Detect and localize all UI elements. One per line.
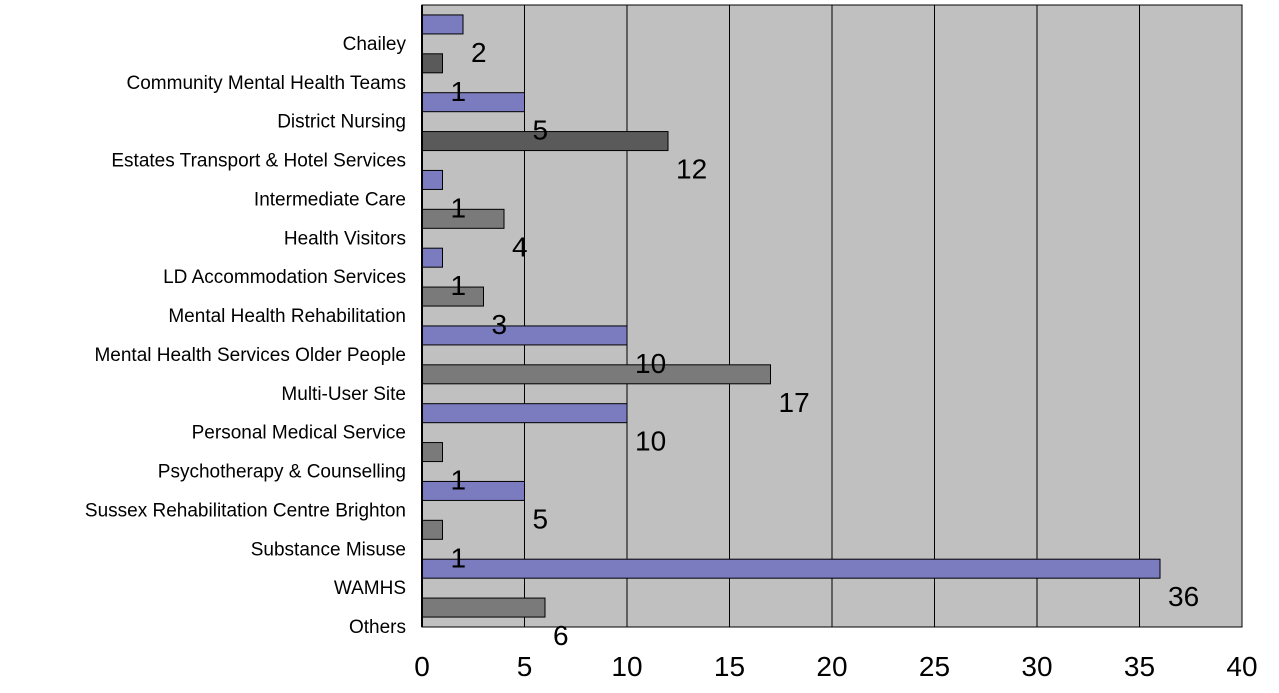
x-tick-label: 10 (611, 651, 642, 682)
category-label: Substance Misuse (251, 539, 406, 560)
value-label: 5 (533, 115, 549, 146)
bar (421, 480, 525, 501)
x-tick-labels: 0 5 10 15 20 25 30 35 40 (414, 651, 1257, 682)
value-label: 3 (492, 309, 508, 340)
x-tick-label: 5 (517, 651, 533, 682)
bar (421, 558, 1161, 579)
category-label: Mental Health Services Older People (94, 345, 406, 366)
x-tick-label: 25 (919, 651, 950, 682)
category-label: Personal Medical Service (192, 423, 406, 444)
bars (421, 14, 1161, 618)
category-label: Multi-User Site (281, 384, 406, 405)
bar (421, 325, 628, 346)
category-labels: Chailey Community Mental Health Teams Dist… (85, 34, 407, 638)
value-label: 10 (635, 348, 666, 379)
bar (421, 364, 771, 385)
category-label: Chailey (343, 34, 407, 55)
value-label: 1 (451, 542, 467, 573)
bar (421, 53, 443, 74)
value-label: 10 (635, 426, 666, 457)
bar (421, 247, 443, 268)
value-label: 6 (553, 620, 569, 651)
category-label: Sussex Rehabilitation Centre Brighton (85, 500, 406, 521)
value-label: 1 (451, 76, 467, 107)
bar (421, 403, 628, 424)
category-label: WAMHS (334, 578, 406, 599)
bar (421, 92, 525, 113)
value-label: 1 (451, 270, 467, 301)
value-label: 2 (471, 37, 487, 68)
x-tick-label: 35 (1124, 651, 1155, 682)
bar (421, 442, 443, 463)
bar (421, 597, 546, 618)
value-label: 1 (451, 192, 467, 223)
category-label: Health Visitors (284, 228, 406, 249)
category-label: Community Mental Health Teams (127, 73, 406, 94)
bar (421, 14, 464, 35)
x-tick-label: 0 (414, 651, 430, 682)
value-label: 36 (1168, 581, 1199, 612)
x-tick-label: 20 (816, 651, 847, 682)
category-label: Psychotherapy & Counselling (158, 462, 406, 483)
x-tick-label: 40 (1226, 651, 1257, 682)
x-tick-label: 30 (1021, 651, 1052, 682)
value-label: 1 (451, 465, 467, 496)
x-tick-label: 15 (714, 651, 745, 682)
bar (421, 169, 443, 190)
category-label: Others (349, 617, 406, 638)
category-label: Mental Health Rehabilitation (168, 306, 406, 327)
value-label: 12 (676, 154, 707, 185)
value-label: 5 (533, 503, 549, 534)
category-label: District Nursing (277, 112, 406, 133)
value-label: 17 (779, 387, 810, 418)
value-label: 4 (512, 231, 528, 262)
category-label: Intermediate Care (254, 189, 406, 210)
category-label: LD Accommodation Services (163, 267, 406, 288)
category-label: Estates Transport & Hotel Services (111, 151, 406, 172)
bar (421, 519, 443, 540)
